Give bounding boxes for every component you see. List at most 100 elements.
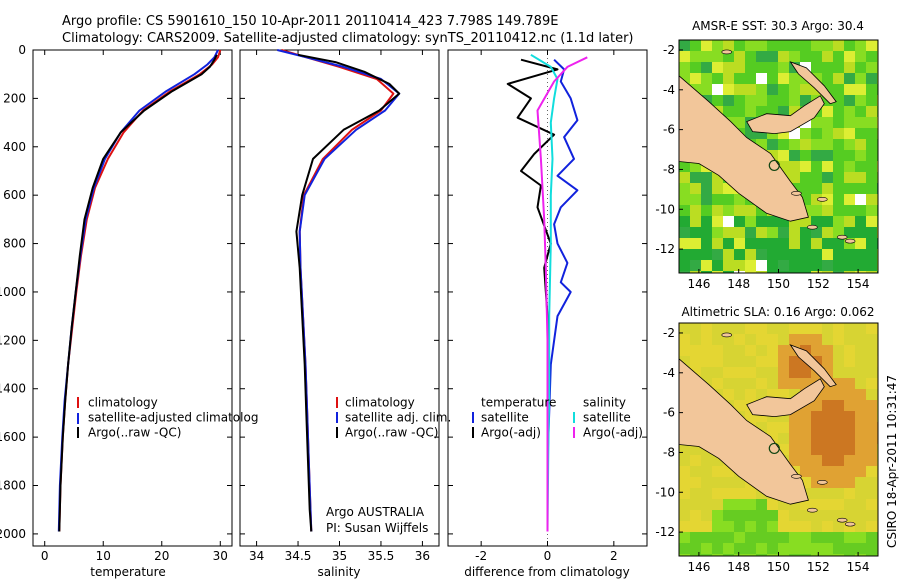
field-cell (855, 411, 866, 422)
field-cell (701, 51, 712, 62)
field-cell (833, 150, 844, 161)
field-cell (690, 205, 701, 216)
field-cell (800, 161, 811, 172)
field-cell (690, 216, 701, 227)
x-tick-label: -2 (475, 549, 487, 563)
field-cell (822, 139, 833, 150)
field-cell (723, 323, 734, 334)
field-cell (844, 62, 855, 73)
field-cell (855, 433, 866, 444)
field-cell (701, 521, 712, 532)
field-cell (690, 260, 701, 271)
field-cell (701, 271, 712, 273)
difference-legend: temperature salinity satellite Argo(-adj… (472, 396, 643, 440)
field-cell (712, 183, 723, 194)
series-line-argo-raw-qc- (58, 54, 218, 532)
field-cell (734, 521, 745, 532)
field-cell (833, 106, 844, 117)
field-cell (833, 400, 844, 411)
field-cell (833, 323, 844, 334)
field-cell (734, 62, 745, 73)
field-cell (767, 62, 778, 73)
field-cell (789, 367, 800, 378)
x-tick-label: 20 (154, 549, 169, 563)
sla-map-frame (678, 322, 879, 557)
field-cell (844, 271, 855, 273)
legend-label-climatology: climatology (88, 396, 158, 410)
field-cell (833, 205, 844, 216)
field-cell (756, 227, 767, 238)
field-cell (855, 510, 866, 521)
field-cell (723, 510, 734, 521)
field-cell (811, 260, 822, 271)
field-cell (778, 532, 789, 543)
field-cell (877, 95, 878, 106)
field-cell (701, 238, 712, 249)
field-cell (800, 194, 811, 205)
field-cell (789, 411, 800, 422)
field-cell (789, 510, 800, 521)
field-cell (844, 488, 855, 499)
field-cell (811, 216, 822, 227)
field-cell (877, 356, 878, 367)
field-cell (844, 40, 855, 51)
field-cell (734, 345, 745, 356)
field-cell (734, 40, 745, 51)
field-cell (800, 477, 811, 488)
field-cell (811, 554, 822, 556)
field-cell (800, 139, 811, 150)
field-cell (866, 378, 877, 389)
field-cell (789, 543, 800, 554)
field-cell (690, 499, 701, 510)
field-cell (800, 238, 811, 249)
field-cell (778, 73, 789, 84)
field-cell (690, 334, 701, 345)
field-cell (811, 455, 822, 466)
field-cell (745, 227, 756, 238)
field-cell (844, 477, 855, 488)
field-cell (778, 249, 789, 260)
field-cell (822, 249, 833, 260)
field-cell (679, 345, 690, 356)
field-cell (822, 433, 833, 444)
field-cell (800, 433, 811, 444)
field-cell (800, 271, 811, 273)
field-cell (712, 543, 723, 554)
salinity-ticks: 34 34.5 35 35.5 36 (240, 49, 439, 563)
field-cell (811, 444, 822, 455)
field-cell (877, 150, 878, 161)
field-cell (822, 150, 833, 161)
field-cell (866, 106, 877, 117)
field-cell (855, 205, 866, 216)
field-cell (866, 334, 877, 345)
field-cell (833, 172, 844, 183)
field-cell (690, 271, 701, 273)
field-cell (734, 216, 745, 227)
field-cell (701, 183, 712, 194)
field-cell (855, 477, 866, 488)
field-cell (789, 521, 800, 532)
field-cell (811, 238, 822, 249)
field-cell (855, 400, 866, 411)
field-cell (800, 40, 811, 51)
series-line-salinity-satellite (530, 53, 559, 532)
field-cell (734, 323, 745, 334)
field-cell (712, 73, 723, 84)
field-cell (701, 172, 712, 183)
field-cell (712, 510, 723, 521)
sst-profile-marker (768, 159, 780, 172)
field-cell (800, 172, 811, 183)
field-cell (712, 260, 723, 271)
field-cell (811, 249, 822, 260)
y-tick-label: 2000 (0, 527, 26, 541)
field-cell (723, 488, 734, 499)
field-cell (778, 389, 789, 400)
field-cell (701, 345, 712, 356)
x-tick-label: 36 (415, 549, 430, 563)
field-cell (679, 51, 690, 62)
field-cell (811, 128, 822, 139)
legend-label-climatology: climatology (345, 396, 415, 410)
field-cell (745, 95, 756, 106)
field-cell (723, 271, 734, 273)
legend-label-argo: Argo(..raw -QC) (345, 426, 438, 440)
